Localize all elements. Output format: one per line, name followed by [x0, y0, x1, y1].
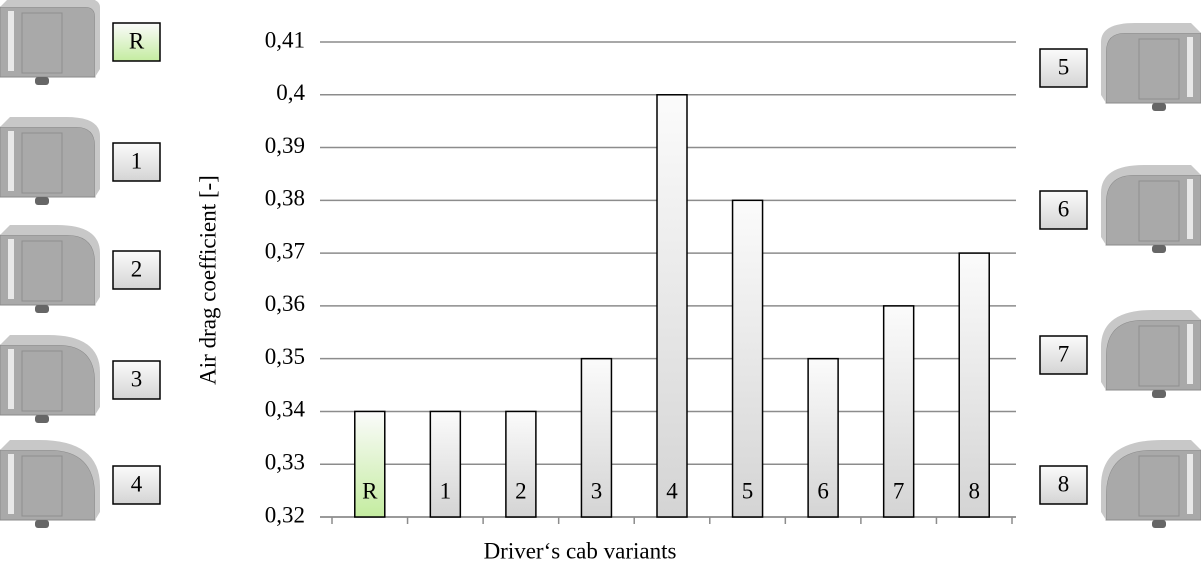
- variant-label: R: [129, 28, 145, 53]
- cab-stripe: [1187, 454, 1193, 514]
- cab-stripe: [1187, 324, 1193, 384]
- cab-illustration: [1101, 165, 1201, 253]
- variant-label: 7: [1058, 341, 1070, 366]
- cab-body: [0, 450, 95, 520]
- bar: [733, 200, 763, 517]
- cab-body: [1106, 33, 1201, 103]
- cab-wheel: [35, 415, 49, 423]
- cab-stripe: [8, 131, 14, 191]
- bar-label: 5: [742, 478, 754, 503]
- y-tick-label: 0,36: [265, 291, 305, 316]
- bar-label: 6: [817, 478, 829, 503]
- y-tick-label: 0,41: [265, 27, 305, 52]
- cab-body: [0, 127, 95, 197]
- cab-body: [1106, 450, 1201, 520]
- bar: [657, 95, 687, 517]
- cab-wheel: [1152, 245, 1166, 253]
- chart: Driver‘s cab variants Air drag coefficie…: [0, 0, 1201, 570]
- cab-illustration: [0, 335, 100, 423]
- cab-illustration: [1101, 310, 1201, 398]
- y-axis-title: Air drag coefficient [-]: [195, 175, 220, 385]
- y-tick-label: 0,32: [265, 502, 305, 527]
- cab-stripe: [8, 239, 14, 299]
- cab-wheel: [1152, 103, 1166, 111]
- cab-wheel: [35, 520, 49, 528]
- cab-wheel: [35, 305, 49, 313]
- variant-label: 5: [1058, 54, 1070, 79]
- bar-label: 1: [440, 478, 452, 503]
- cab-illustration: [1101, 440, 1201, 528]
- bar-label: 3: [591, 478, 603, 503]
- y-tick-label: 0,34: [265, 397, 306, 422]
- y-tick-label: 0,37: [265, 238, 305, 263]
- cab-stripe: [8, 349, 14, 409]
- cab-body: [0, 7, 95, 77]
- x-axis-title: Driver‘s cab variants: [484, 538, 677, 563]
- cab-illustration: [0, 117, 100, 205]
- cab-stripe: [1187, 37, 1193, 97]
- cab-illustration: [1101, 23, 1201, 111]
- bar-label: 4: [666, 478, 678, 503]
- variant-label: 3: [131, 366, 143, 391]
- cab-illustration: [0, 0, 100, 85]
- y-tick-label: 0,39: [265, 133, 305, 158]
- cab-stripe: [1187, 179, 1193, 239]
- cab-wheel: [1152, 520, 1166, 528]
- bar-label: R: [362, 478, 378, 503]
- variant-label: 4: [131, 471, 143, 496]
- cab-illustration: [0, 225, 100, 313]
- bar-label: 8: [968, 478, 980, 503]
- cab-body: [0, 345, 95, 415]
- bar-label: 7: [893, 478, 905, 503]
- y-tick-label: 0,33: [265, 450, 305, 475]
- cab-stripe: [8, 11, 14, 71]
- variant-label: 8: [1058, 471, 1070, 496]
- bar-label: 2: [515, 478, 527, 503]
- variant-label: 2: [131, 256, 143, 281]
- y-tick-label: 0,4: [276, 80, 305, 105]
- cab-wheel: [35, 77, 49, 85]
- cab-wheel: [35, 197, 49, 205]
- variant-label: 1: [131, 148, 143, 173]
- cab-stripe: [8, 454, 14, 514]
- variant-label: 6: [1058, 196, 1070, 221]
- cab-body: [0, 235, 95, 305]
- cab-wheel: [1152, 390, 1166, 398]
- cab-body: [1106, 175, 1201, 245]
- cab-illustration: [0, 440, 100, 528]
- y-tick-label: 0,38: [265, 186, 305, 211]
- y-tick-label: 0,35: [265, 344, 305, 369]
- cab-body: [1106, 320, 1201, 390]
